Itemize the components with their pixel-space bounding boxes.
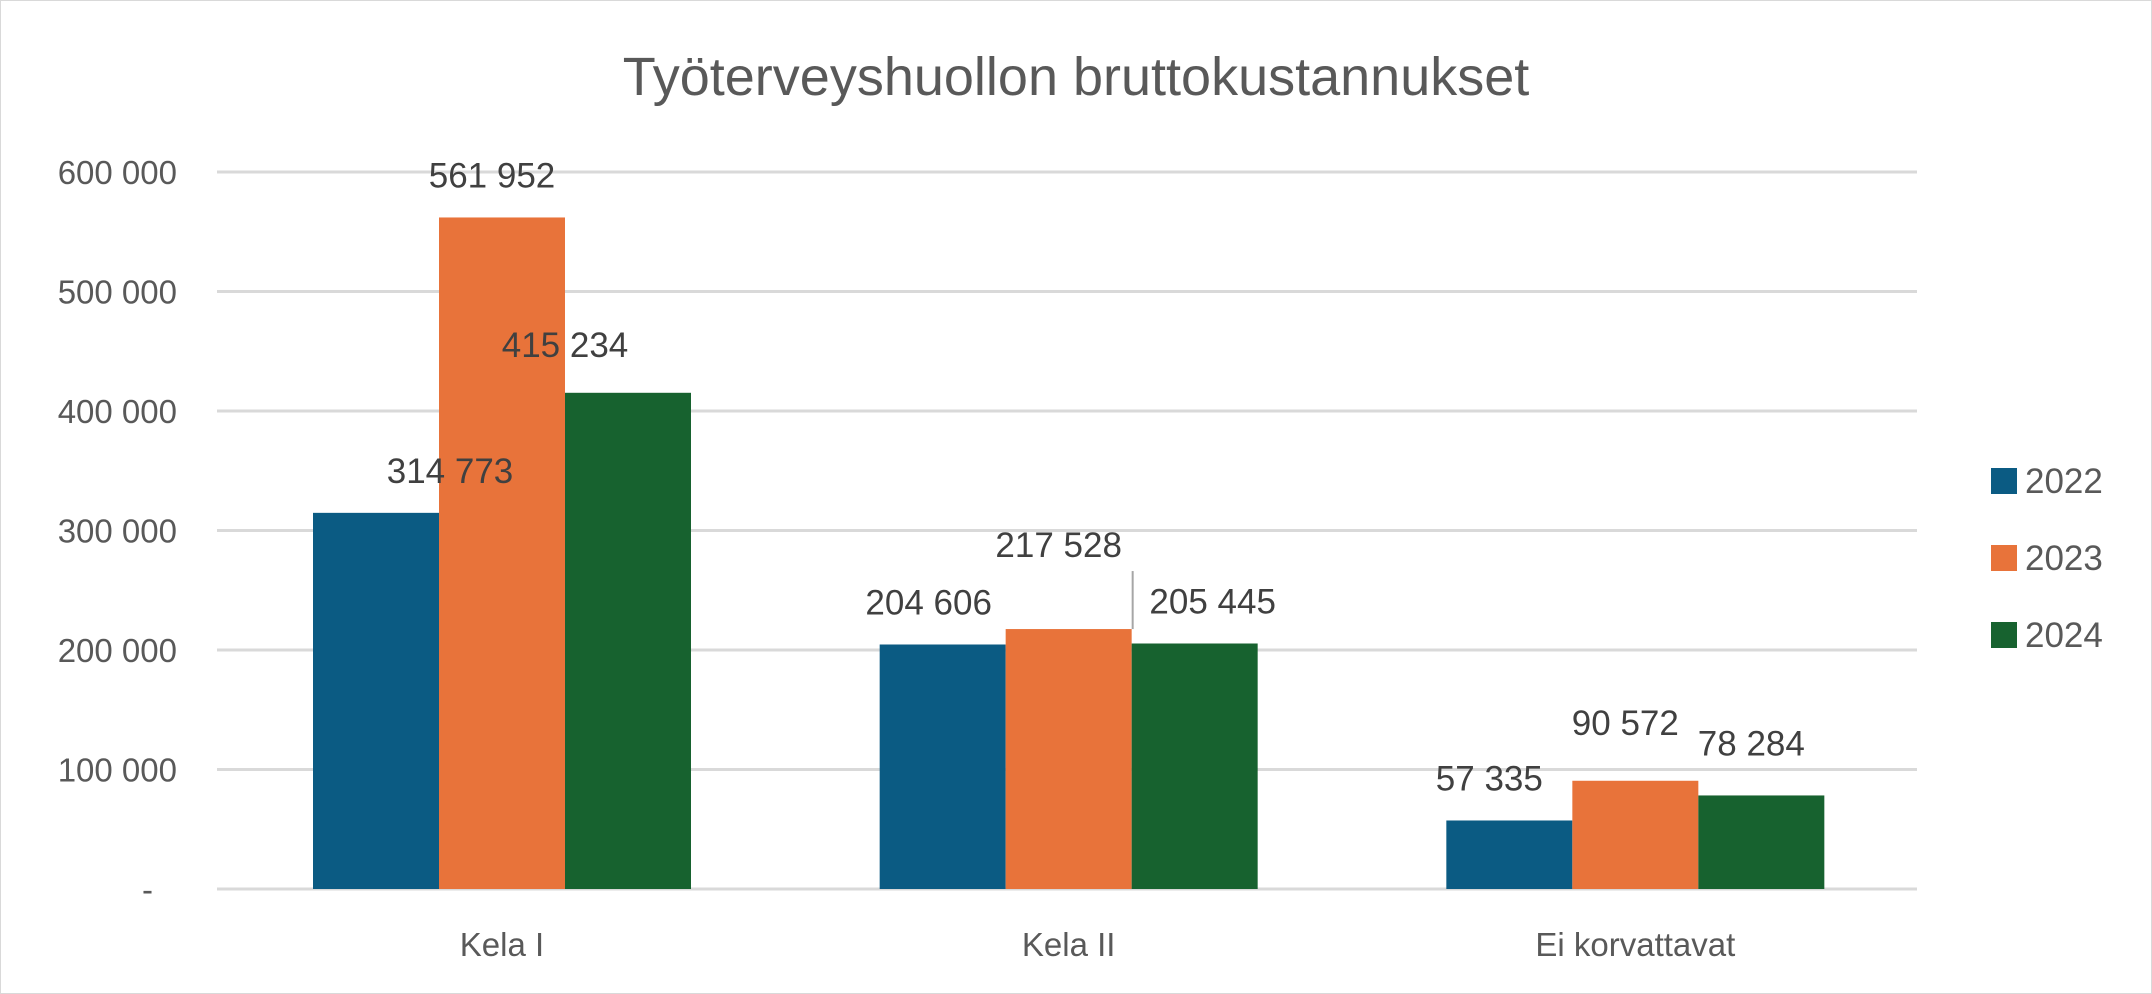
legend-label-2024: 2024 (2025, 616, 2103, 655)
y-tick-label: 200 000 (58, 632, 177, 669)
y-tick-label: - (142, 871, 153, 908)
legend-swatch-2022 (1991, 468, 2017, 494)
legend: 2022 2023 2024 (1991, 462, 2103, 655)
data-label: 205 445 (1149, 582, 1276, 621)
x-tick-label: Ei korvattavat (1535, 926, 1735, 963)
y-tick-label: 300 000 (58, 513, 177, 550)
data-label: 90 572 (1572, 704, 1679, 743)
bar-2022-kela-ii (879, 644, 1006, 889)
data-label: 204 606 (865, 583, 992, 622)
bars (313, 217, 1825, 890)
y-tick-label: 100 000 (58, 752, 177, 789)
x-tick-label: Kela II (1022, 926, 1116, 963)
data-label: 57 335 (1436, 759, 1543, 798)
data-labels: 314 773 204 606 57 335 561 952 217 528 90 572… (387, 156, 1805, 798)
y-tick-label: 500 000 (58, 274, 177, 311)
data-label: 78 284 (1698, 724, 1805, 763)
bar-2023-kela-i (439, 217, 565, 890)
bar-2023-ei-korvattavat (1572, 780, 1699, 889)
data-label: 217 528 (995, 526, 1122, 565)
legend-label-2022: 2022 (2025, 462, 2103, 501)
data-label: 314 773 (387, 452, 514, 491)
x-axis: Kela I Kela II Ei korvattavat (460, 926, 1735, 963)
x-tick-label: Kela I (460, 926, 544, 963)
y-tick-label: 400 000 (58, 393, 177, 430)
bar-2024-kela-ii (1131, 643, 1258, 889)
legend-swatch-2023 (1991, 545, 2017, 571)
bar-2024-kela-i (565, 392, 691, 889)
data-label: 415 234 (502, 326, 629, 365)
legend-label-2023: 2023 (2025, 539, 2103, 578)
bar-2022-ei-korvattavat (1446, 820, 1573, 889)
bar-2022-kela-i (313, 512, 439, 889)
legend-swatch-2024 (1991, 622, 2017, 648)
y-axis: - 100 000 200 000 300 000 400 000 500 000 600 … (58, 154, 177, 908)
chart-title: Työterveyshuollon bruttokustannukset (623, 47, 1530, 107)
bar-2024-ei-korvattavat (1698, 795, 1825, 889)
bar-2023-kela-ii (1005, 629, 1132, 889)
data-label: 561 952 (429, 156, 556, 195)
y-tick-label: 600 000 (58, 154, 177, 191)
